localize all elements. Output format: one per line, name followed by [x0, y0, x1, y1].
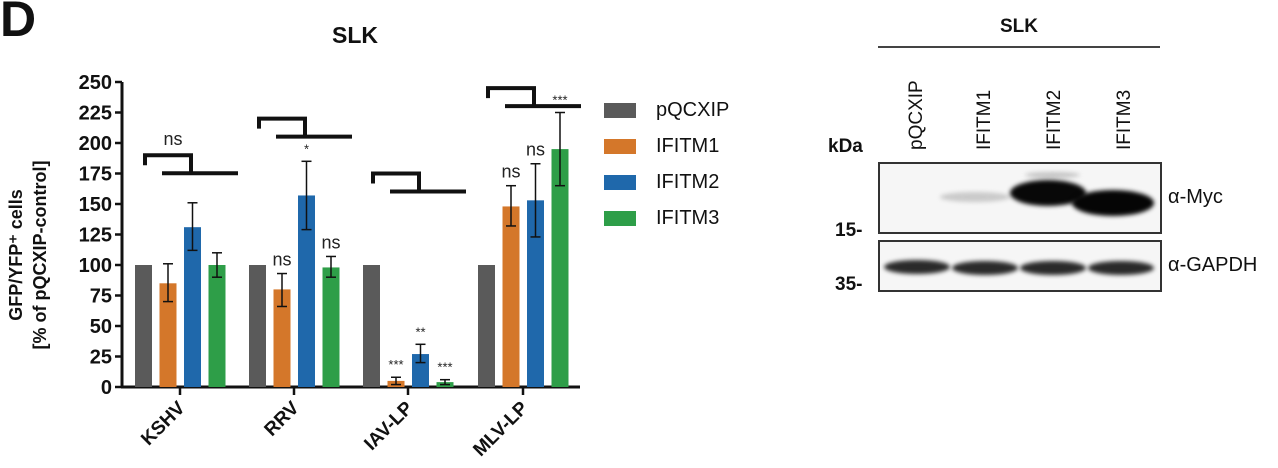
- y-tick-label: 150: [79, 194, 112, 216]
- legend-label: IFITM1: [656, 134, 720, 157]
- band-gapdh-2: [952, 261, 1018, 275]
- y-tick-label: 50: [90, 316, 112, 338]
- bar-ifitm2-kshv: [184, 227, 201, 387]
- significance-label: ns: [501, 162, 520, 182]
- band-gapdh-4: [1088, 261, 1154, 275]
- x-tick-label: RRV: [261, 397, 304, 440]
- significance-bracket: [486, 86, 536, 107]
- legend-item-ifitm3: IFITM3: [604, 200, 729, 236]
- y-axis-label-line2: [% of pQCXIP-control]: [30, 161, 50, 350]
- kda-label: kDa: [828, 136, 863, 157]
- band-ifitm2-upper: [1025, 172, 1080, 178]
- significance-label: **: [415, 324, 425, 339]
- legend-label: IFITM3: [656, 206, 720, 229]
- antibody-gapdh: α-GAPDH: [1168, 254, 1258, 276]
- significance-label: ns: [272, 250, 291, 270]
- y-tick-label: 125: [79, 225, 112, 247]
- significance-label: ***: [552, 93, 567, 108]
- significance-label: ***: [388, 357, 403, 372]
- y-tick-label: 200: [79, 133, 112, 155]
- bar-pqcxip-iav-lp: [363, 265, 380, 387]
- y-tick-label: 0: [101, 377, 112, 399]
- lane-label-ifitm2: IFITM2: [1044, 89, 1065, 150]
- bar-chart: GFP/YFP⁺ cells [% of pQCXIP-control] 0 25 50…: [6, 72, 581, 461]
- significance-bracket: [143, 153, 193, 174]
- bar-ifitm1-rrv: [273, 289, 291, 387]
- legend-swatch: [604, 138, 636, 154]
- significance-label: ***: [437, 360, 452, 375]
- legend-item-ifitm1: IFITM1: [604, 128, 729, 164]
- bar-pqcxip-rrv: [249, 265, 266, 387]
- lane-label-ifitm3: IFITM3: [1114, 89, 1135, 150]
- legend-item-pqcxip: pQCXIP: [604, 92, 729, 128]
- x-tick-label: IAV-LP: [360, 397, 417, 454]
- bar-ifitm1-kshv: [159, 283, 177, 387]
- significance-label: ns: [321, 232, 340, 252]
- significance-label: ns: [526, 140, 545, 160]
- bar-pqcxip-kshv: [135, 265, 152, 387]
- blot-title: SLK: [1000, 16, 1038, 37]
- band-gapdh-3: [1020, 261, 1086, 275]
- blot-gapdh: [878, 240, 1162, 292]
- bar-pqcxip-mlv-lp: [478, 265, 495, 387]
- y-tick-label: 175: [79, 164, 112, 186]
- x-tick-label: KSHV: [137, 397, 189, 449]
- band-gapdh-1: [884, 260, 950, 274]
- y-tick-label: 100: [79, 255, 112, 277]
- x-tick-label: MLV-LP: [469, 397, 532, 460]
- chart-legend: pQCXIP IFITM1 IFITM2 IFITM3: [604, 92, 729, 236]
- blot-header-line: [878, 46, 1160, 48]
- legend-item-ifitm2: IFITM2: [604, 164, 729, 200]
- lane-label-pqcxip: pQCXIP: [906, 80, 927, 150]
- legend-label: IFITM2: [656, 170, 720, 193]
- blot-myc: [878, 162, 1162, 234]
- bar-ifitm3-kshv: [208, 265, 226, 387]
- group-significance-label: ns: [163, 129, 182, 149]
- chart-title: SLK: [332, 22, 378, 48]
- bar-ifitm1-mlv-lp: [502, 206, 520, 387]
- y-axis-label-line1: GFP/YFP⁺ cells: [6, 189, 26, 321]
- legend-swatch: [604, 210, 636, 226]
- panel-letter: D: [0, 0, 37, 47]
- band-ifitm3: [1072, 190, 1154, 216]
- bar-ifitm2-mlv-lp: [527, 200, 544, 387]
- legend-label: pQCXIP: [656, 98, 730, 121]
- lane-label-ifitm1: IFITM1: [974, 89, 995, 150]
- significance-bracket: [371, 171, 421, 192]
- bar-ifitm3-mlv-lp: [551, 149, 569, 387]
- marker-15kda: 15-: [835, 220, 863, 241]
- bar-ifitm3-rrv: [322, 267, 340, 387]
- antibody-myc: α-Myc: [1168, 186, 1223, 208]
- y-tick-label: 225: [79, 103, 112, 125]
- significance-bracket: [257, 116, 307, 137]
- significance-label: *: [304, 141, 309, 156]
- band-ifitm1-faint: [940, 192, 1010, 202]
- legend-swatch: [604, 102, 636, 118]
- y-tick-label: 25: [90, 347, 112, 369]
- y-tick-label: 75: [90, 286, 112, 308]
- marker-35kda: 35-: [835, 274, 863, 295]
- y-tick-label: 250: [79, 72, 112, 94]
- bar-ifitm2-rrv: [298, 195, 315, 387]
- legend-swatch: [604, 174, 636, 190]
